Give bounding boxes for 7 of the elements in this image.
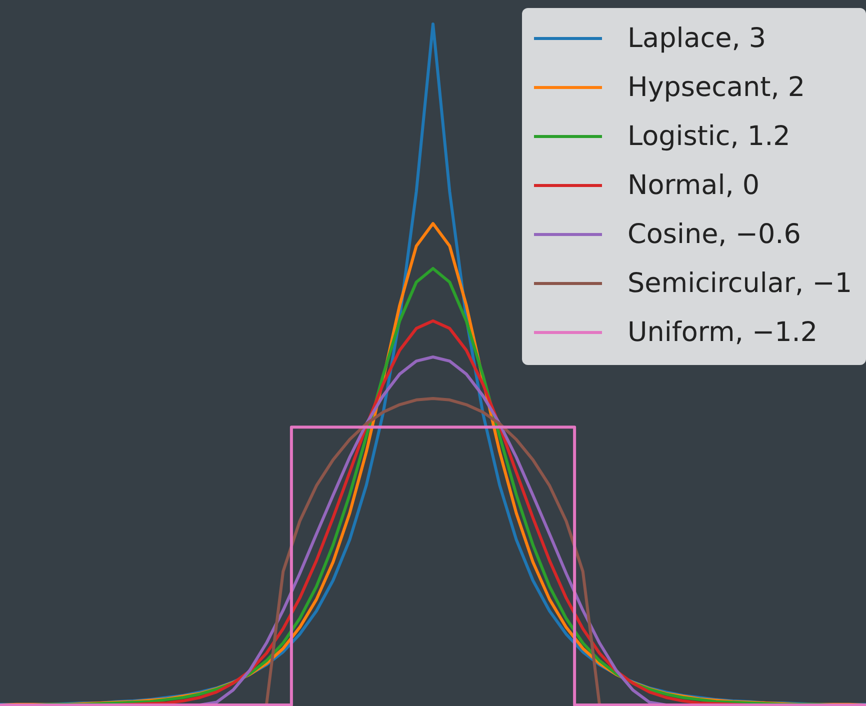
legend-label: Normal, 0 [628,170,760,201]
legend-label: Hypsecant, 2 [628,72,806,103]
legend-label: Cosine, −0.6 [628,219,801,250]
legend-label: Laplace, 3 [628,23,766,54]
legend-label: Logistic, 1.2 [628,121,790,152]
legend-label: Semicircular, −1 [628,268,852,299]
legend-label: Uniform, −1.2 [628,317,818,348]
